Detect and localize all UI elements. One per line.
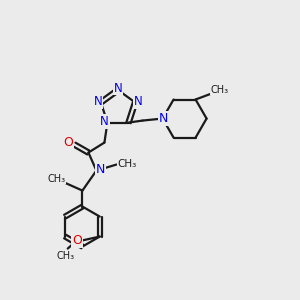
Text: CH₃: CH₃ <box>47 174 65 184</box>
Text: N: N <box>94 95 102 108</box>
Text: CH₃: CH₃ <box>211 85 229 94</box>
Text: N: N <box>134 95 142 108</box>
Text: N: N <box>96 163 105 176</box>
Text: N: N <box>159 112 168 125</box>
Text: O: O <box>64 136 74 149</box>
Text: N: N <box>114 82 122 94</box>
Text: N: N <box>100 115 109 128</box>
Text: O: O <box>72 234 82 247</box>
Text: CH₃: CH₃ <box>118 159 137 169</box>
Text: CH₃: CH₃ <box>57 250 75 261</box>
